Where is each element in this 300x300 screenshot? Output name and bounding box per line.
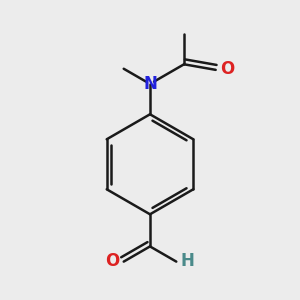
Text: O: O (220, 60, 235, 78)
Text: O: O (105, 252, 119, 270)
Text: N: N (143, 75, 157, 93)
Text: H: H (181, 252, 195, 270)
